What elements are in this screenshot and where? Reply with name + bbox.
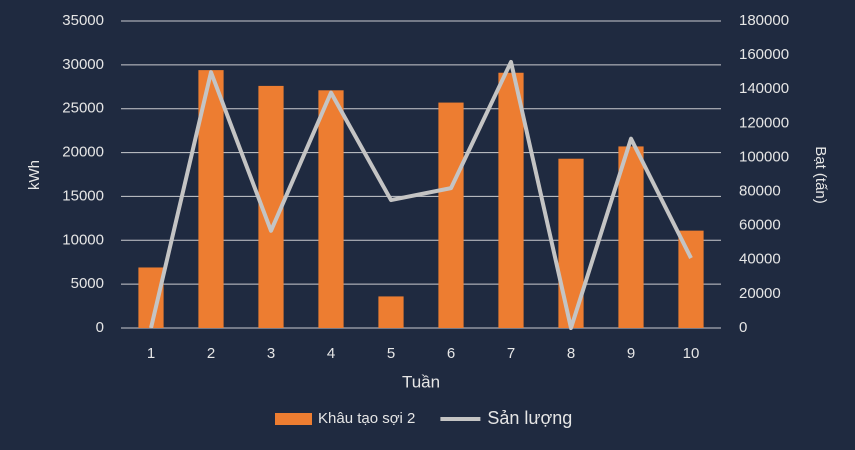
bar — [618, 146, 644, 328]
x-tick-label: 6 — [447, 345, 455, 362]
x-tick-label: 2 — [207, 345, 215, 362]
y-axis-label: kWh — [26, 160, 43, 190]
bar — [318, 90, 344, 329]
x-tick-label: 9 — [627, 345, 635, 362]
y-tick-label: 20000 — [62, 144, 104, 161]
y2-tick-label: 20000 — [739, 285, 781, 302]
y2-tick-label: 0 — [739, 319, 747, 336]
y2-tick-label: 60000 — [739, 217, 781, 234]
y2-tick-label: 80000 — [739, 183, 781, 200]
x-tick-label: 1 — [147, 345, 155, 362]
y2-tick-label: 120000 — [739, 114, 789, 131]
y2-tick-label: 100000 — [739, 148, 789, 165]
y2-tick-label: 180000 — [739, 12, 789, 29]
y2-tick-label: 160000 — [739, 46, 789, 63]
x-axis-label: Tuần — [402, 372, 440, 391]
x-tick-label: 5 — [387, 345, 395, 362]
y2-tick-label: 140000 — [739, 80, 789, 97]
y-tick-label: 35000 — [62, 12, 104, 29]
y-tick-label: 0 — [96, 319, 104, 336]
x-tick-label: 7 — [507, 345, 515, 362]
y-tick-label: 5000 — [71, 275, 104, 292]
line — [149, 59, 693, 330]
x-tick-label: 3 — [267, 345, 275, 362]
bar — [498, 72, 524, 328]
legend-swatch — [275, 413, 312, 425]
x-tick-label: 4 — [327, 345, 335, 362]
x-tick-label: 8 — [567, 345, 575, 362]
legend-label: Khâu tạo sợi 2 — [318, 410, 415, 427]
y-tick-label: 30000 — [62, 56, 104, 73]
x-tick-label: 10 — [683, 345, 700, 362]
bar — [438, 102, 464, 329]
bar — [678, 230, 704, 328]
y2-axis-label: Bạt (tấn) — [812, 146, 829, 204]
bar — [378, 296, 404, 328]
y-tick-label: 25000 — [62, 100, 104, 117]
y2-tick-label: 40000 — [739, 251, 781, 268]
y-tick-label: 10000 — [62, 231, 104, 248]
legend-label: Sản lượng — [487, 408, 572, 428]
y-tick-label: 15000 — [62, 187, 104, 204]
